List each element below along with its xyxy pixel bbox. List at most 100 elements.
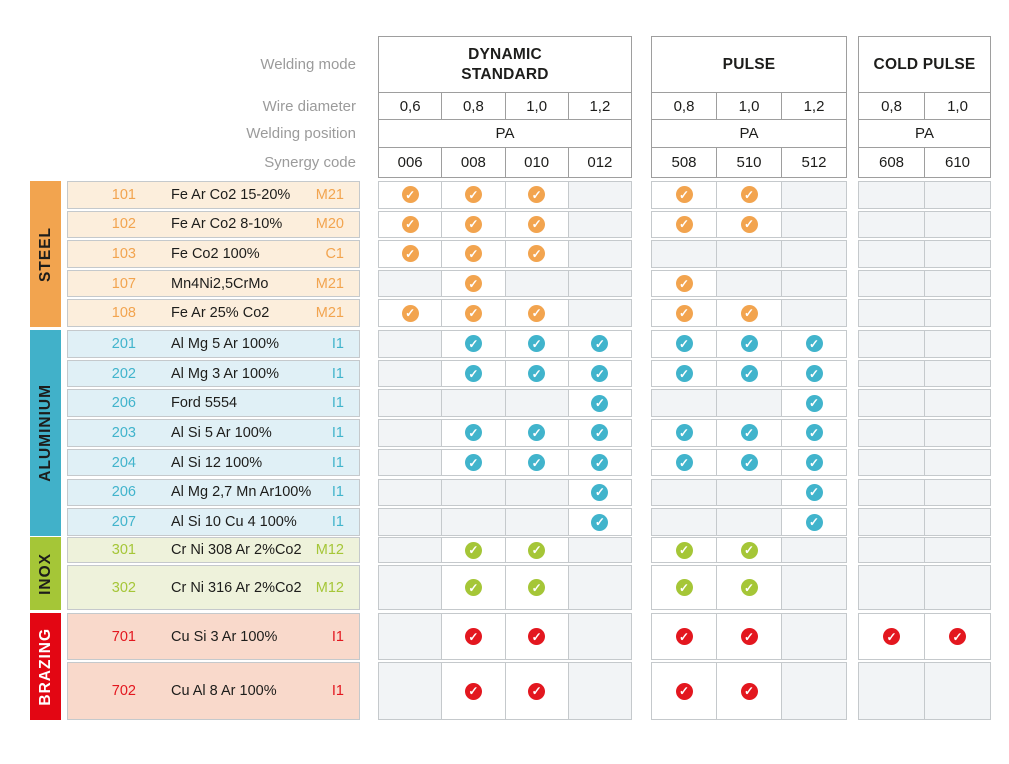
check-icon: ✓ bbox=[528, 628, 546, 645]
check-icon: ✓ bbox=[740, 424, 758, 442]
check-icon: ✓ bbox=[591, 513, 609, 531]
synergy-code-value: 610 bbox=[924, 148, 990, 177]
synergy-cells-dynamic_standard: ✓ ✓ ✓ bbox=[378, 359, 632, 388]
check-icon: ✓ bbox=[591, 454, 609, 472]
material-row: 108 Fe Ar 25% Co2 M21 bbox=[67, 299, 360, 327]
synergy-cell-available: ✓ bbox=[441, 270, 505, 297]
synergy-cell-available: ✓ bbox=[379, 182, 442, 208]
check-icon: ✓ bbox=[740, 682, 758, 700]
synergy-cell-available: ✓ bbox=[859, 614, 924, 659]
synergy-cell-available: ✓ bbox=[716, 182, 781, 208]
synergy-cell-empty bbox=[924, 331, 990, 357]
material-code: 103 bbox=[111, 245, 136, 262]
synergy-cells-dynamic_standard: ✓ ✓ bbox=[378, 565, 632, 610]
synergy-cell-available: ✓ bbox=[716, 449, 781, 476]
material-row: 302 Cr Ni 316 Ar 2%Co2 M12 bbox=[67, 565, 360, 610]
synergy-cell-empty bbox=[567, 300, 631, 326]
check-icon: ✓ bbox=[805, 365, 823, 383]
material-code: 108 bbox=[111, 305, 136, 322]
synergy-cell-empty bbox=[441, 509, 505, 535]
gas-class: I1 bbox=[331, 454, 344, 471]
synergy-cell-empty bbox=[379, 479, 442, 506]
check-icon: ✓ bbox=[675, 541, 693, 559]
synergy-code-value: 008 bbox=[441, 148, 504, 177]
check-icon: ✓ bbox=[464, 424, 482, 442]
synergy-cell-empty bbox=[781, 211, 846, 238]
material-row: 201 Al Mg 5 Ar 100% I1 bbox=[67, 330, 360, 358]
check-icon: ✓ bbox=[591, 394, 609, 412]
synergy-cell-available: ✓ bbox=[379, 241, 442, 267]
synergy-cell-empty bbox=[859, 663, 924, 719]
synergy-code-value: 010 bbox=[504, 148, 568, 177]
synergy-cell-available: ✓ bbox=[652, 449, 716, 476]
synergy-cell-available: ✓ bbox=[441, 614, 505, 659]
synergy-cells-dynamic_standard: ✓ ✓ ✓ bbox=[378, 299, 632, 327]
material-name: Ford 5554 bbox=[171, 395, 238, 412]
check-icon: ✓ bbox=[464, 215, 482, 233]
synergy-cell-available: ✓ bbox=[441, 420, 505, 446]
welding-mode-label: Welding mode bbox=[260, 55, 356, 73]
synergy-cell-empty bbox=[716, 479, 781, 506]
material-code: 302 bbox=[111, 579, 136, 596]
material-code: 203 bbox=[111, 424, 136, 441]
synergy-cells-pulse: ✓ ✓ ✓ bbox=[651, 359, 847, 388]
gas-class: M12 bbox=[315, 542, 344, 558]
synergy-cell-empty bbox=[379, 614, 442, 659]
synergy-cell-empty bbox=[859, 420, 924, 446]
synergy-cell-available: ✓ bbox=[716, 211, 781, 238]
synergy-cell-available: ✓ bbox=[567, 360, 631, 387]
synergy-cell-available: ✓ bbox=[567, 420, 631, 446]
material-name: Cu Al 8 Ar 100% bbox=[171, 683, 277, 699]
check-icon: ✓ bbox=[675, 424, 693, 442]
group-header-dynamic_standard: DYNAMIC STANDARD 0,6 0,8 1,0 1,2 PA 006 008 010 0… bbox=[378, 36, 632, 178]
check-icon: ✓ bbox=[528, 454, 546, 472]
synergy-cell-empty bbox=[924, 449, 990, 476]
synergy-cell-empty bbox=[859, 509, 924, 535]
synergy-cell-empty bbox=[859, 211, 924, 238]
synergy-cell-available: ✓ bbox=[652, 331, 716, 357]
material-row: 202 Al Mg 3 Ar 100% I1 bbox=[67, 359, 360, 388]
check-icon: ✓ bbox=[740, 541, 758, 559]
synergy-cells-pulse: ✓ ✓ bbox=[651, 210, 847, 239]
check-icon: ✓ bbox=[401, 215, 419, 233]
synergy-cells-cold_pulse bbox=[858, 330, 991, 358]
material-row: 102 Fe Ar Co2 8-10% M20 bbox=[67, 210, 360, 239]
synergy-cell-empty bbox=[924, 479, 990, 506]
check-icon: ✓ bbox=[675, 454, 693, 472]
check-icon: ✓ bbox=[883, 628, 900, 645]
synergy-cell-empty bbox=[379, 420, 442, 446]
synergy-cell-empty bbox=[716, 390, 781, 417]
synergy-cell-available: ✓ bbox=[441, 360, 505, 387]
material-row: 103 Fe Co2 100% C1 bbox=[67, 240, 360, 268]
synergy-cell-available: ✓ bbox=[504, 300, 568, 326]
gas-class: I1 bbox=[331, 424, 344, 441]
check-icon: ✓ bbox=[675, 304, 693, 322]
check-icon: ✓ bbox=[805, 394, 823, 412]
welding-position-value: PA bbox=[915, 125, 934, 142]
synergy-cell-empty bbox=[859, 449, 924, 476]
synergy-cells-dynamic_standard: ✓ ✓ bbox=[378, 537, 632, 563]
synergy-cell-empty bbox=[379, 449, 442, 476]
check-icon: ✓ bbox=[528, 245, 546, 263]
material-row: 207 Al Si 10 Cu 4 100% I1 bbox=[67, 508, 360, 536]
synergy-cell-empty bbox=[924, 566, 990, 609]
synergy-cell-available: ✓ bbox=[652, 566, 716, 609]
synergy-cells-cold_pulse bbox=[858, 181, 991, 209]
gas-class: M20 bbox=[315, 216, 344, 233]
synergy-cell-empty bbox=[781, 663, 846, 719]
material-code: 206 bbox=[111, 395, 136, 412]
synergy-cell-empty bbox=[859, 390, 924, 417]
gas-class: I1 bbox=[331, 628, 344, 645]
synergy-cells-pulse: ✓ ✓ ✓ bbox=[651, 419, 847, 447]
synergy-cells-dynamic_standard: ✓ ✓ bbox=[378, 662, 632, 720]
synergy-cells-pulse: ✓ bbox=[651, 269, 847, 298]
synergy-cell-available: ✓ bbox=[781, 331, 846, 357]
check-icon: ✓ bbox=[805, 513, 823, 531]
synergy-cell-available: ✓ bbox=[441, 241, 505, 267]
gas-class: I1 bbox=[331, 484, 344, 501]
welding-position-label: Welding position bbox=[246, 125, 356, 142]
synergy-cell-available: ✓ bbox=[441, 211, 505, 238]
wire-diameter-value: 0,8 bbox=[881, 97, 902, 115]
material-name: Al Mg 5 Ar 100% bbox=[171, 335, 279, 352]
synergy-cell-available: ✓ bbox=[781, 420, 846, 446]
